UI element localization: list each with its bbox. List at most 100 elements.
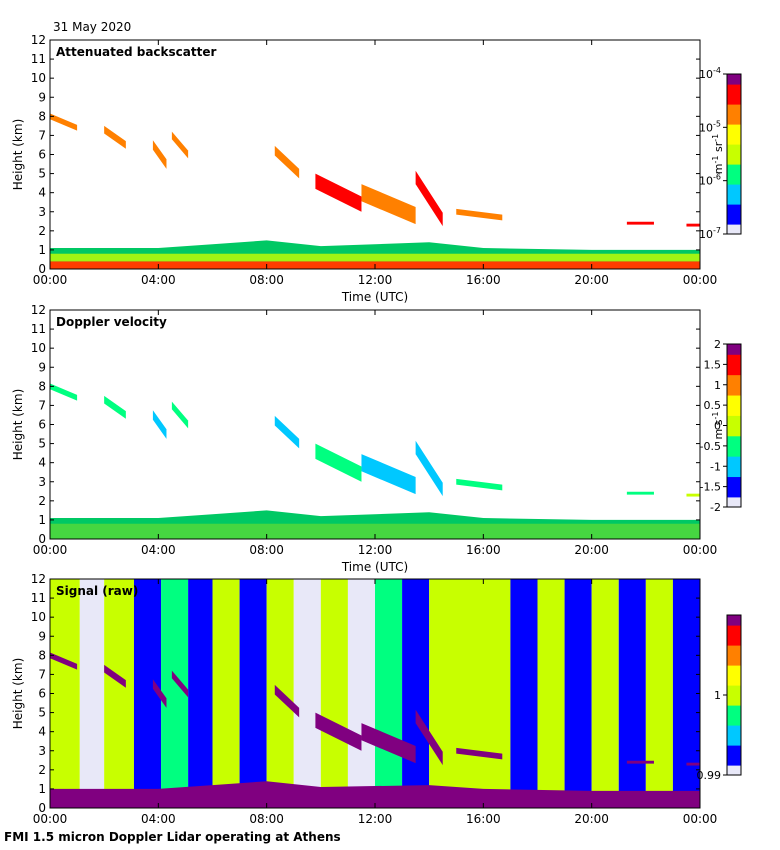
colorbar-segment bbox=[727, 688, 741, 693]
x-tick-label: 16:00 bbox=[466, 812, 501, 826]
colorbar-segment bbox=[727, 87, 741, 92]
x-tick-label: 20:00 bbox=[574, 543, 609, 557]
colorbar-tick-label: 1.5 bbox=[704, 358, 722, 371]
signal-band bbox=[591, 579, 619, 808]
colorbar-segment bbox=[727, 701, 741, 706]
signal-band bbox=[79, 579, 105, 808]
y-tick-label: 4 bbox=[38, 725, 46, 739]
x-tick-label: 12:00 bbox=[358, 543, 393, 557]
colorbar-segment bbox=[727, 74, 741, 78]
cloud-layer bbox=[686, 762, 700, 766]
y-tick-label: 0 bbox=[38, 801, 46, 815]
cloud-layer bbox=[152, 679, 167, 708]
colorbar-segment bbox=[727, 691, 741, 696]
colorbar-segment bbox=[727, 655, 741, 659]
y-tick-label: 3 bbox=[38, 475, 46, 489]
x-tick-label: 12:00 bbox=[358, 273, 393, 287]
cloud-layer bbox=[456, 747, 503, 760]
boundary-layer-core bbox=[50, 523, 700, 539]
colorbar-segment bbox=[727, 721, 741, 726]
signal-band bbox=[104, 579, 134, 808]
colorbar-segment bbox=[727, 114, 741, 118]
colorbar-segment bbox=[727, 388, 741, 393]
y-tick-label: 5 bbox=[38, 437, 46, 451]
cloud-layer bbox=[274, 684, 300, 718]
date-label: 31 May 2020 bbox=[53, 20, 132, 34]
colorbar-segment bbox=[727, 422, 741, 427]
colorbar-segment bbox=[727, 708, 741, 713]
colorbar-segment bbox=[727, 479, 741, 484]
colorbar-segment bbox=[727, 695, 741, 699]
colorbar-segment bbox=[727, 210, 741, 215]
colorbar-tick-label: -1.5 bbox=[700, 481, 721, 494]
colorbar-segment bbox=[727, 184, 741, 188]
colorbar-segment bbox=[727, 698, 741, 703]
colorbar-segment bbox=[727, 77, 741, 82]
colorbar-tick-label: 0.99 bbox=[697, 769, 722, 782]
colorbar-segment bbox=[727, 675, 741, 679]
cloud-layer bbox=[50, 652, 78, 670]
colorbar-segment bbox=[727, 625, 741, 629]
colorbar-segment bbox=[727, 435, 741, 440]
colorbar-segment bbox=[727, 432, 741, 437]
colorbar-segment bbox=[727, 668, 741, 673]
y-tick-label: 3 bbox=[38, 205, 46, 219]
y-tick-label: 12 bbox=[31, 33, 46, 47]
colorbar-segment bbox=[727, 357, 741, 362]
colorbar-segment bbox=[727, 615, 741, 619]
colorbar-segment bbox=[727, 137, 741, 142]
y-tick-label: 5 bbox=[38, 167, 46, 181]
cloud-layer bbox=[171, 131, 189, 159]
cloud-layer bbox=[274, 415, 300, 449]
colorbar-segment bbox=[727, 147, 741, 152]
panel-title: Signal (raw) bbox=[56, 584, 138, 598]
panel-title: Doppler velocity bbox=[56, 315, 167, 329]
colorbar-segment bbox=[727, 107, 741, 112]
y-tick-label: 2 bbox=[38, 494, 46, 508]
colorbar-segment bbox=[727, 731, 741, 736]
y-axis-label: Height (km) bbox=[11, 658, 25, 729]
x-tick-label: 20:00 bbox=[574, 812, 609, 826]
cloud-layer bbox=[274, 145, 300, 179]
cloud-layer bbox=[361, 723, 416, 764]
colorbar-tick-label: 10-7 bbox=[699, 226, 721, 241]
colorbar-segment bbox=[727, 442, 741, 447]
colorbar-tick-label: -0.5 bbox=[700, 440, 721, 453]
cloud-layer bbox=[415, 440, 443, 497]
x-tick-label: 12:00 bbox=[358, 812, 393, 826]
colorbar-segment bbox=[727, 104, 741, 108]
cloud-layer bbox=[361, 454, 416, 495]
colorbar-segment bbox=[727, 164, 741, 168]
y-axis-label: Height (km) bbox=[11, 389, 25, 460]
colorbar-segment bbox=[727, 725, 741, 729]
colorbar-segment bbox=[727, 621, 741, 626]
colorbar-segment bbox=[727, 398, 741, 403]
x-axis-label: Time (UTC) bbox=[341, 829, 408, 830]
colorbar-segment bbox=[727, 157, 741, 162]
y-tick-label: 2 bbox=[38, 763, 46, 777]
colorbar-segment bbox=[727, 735, 741, 739]
y-tick-label: 6 bbox=[38, 148, 46, 162]
cloud-layer bbox=[171, 401, 189, 429]
colorbar-segment bbox=[727, 685, 741, 689]
colorbar-segment bbox=[727, 80, 741, 85]
colorbar-segment bbox=[727, 347, 741, 352]
y-tick-label: 9 bbox=[38, 629, 46, 643]
signal-band bbox=[510, 579, 538, 808]
colorbar-segment bbox=[727, 367, 741, 372]
colorbar-segment bbox=[727, 415, 741, 420]
x-tick-label: 00:00 bbox=[33, 543, 68, 557]
y-tick-label: 11 bbox=[31, 322, 46, 336]
colorbar-segment bbox=[727, 160, 741, 165]
colorbar-segment bbox=[727, 651, 741, 656]
signal-band bbox=[320, 579, 348, 808]
colorbar-frame bbox=[726, 73, 742, 235]
x-axis-label: Time (UTC) bbox=[341, 290, 408, 304]
cloud-layer bbox=[686, 493, 700, 497]
colorbar-segment bbox=[727, 117, 741, 122]
